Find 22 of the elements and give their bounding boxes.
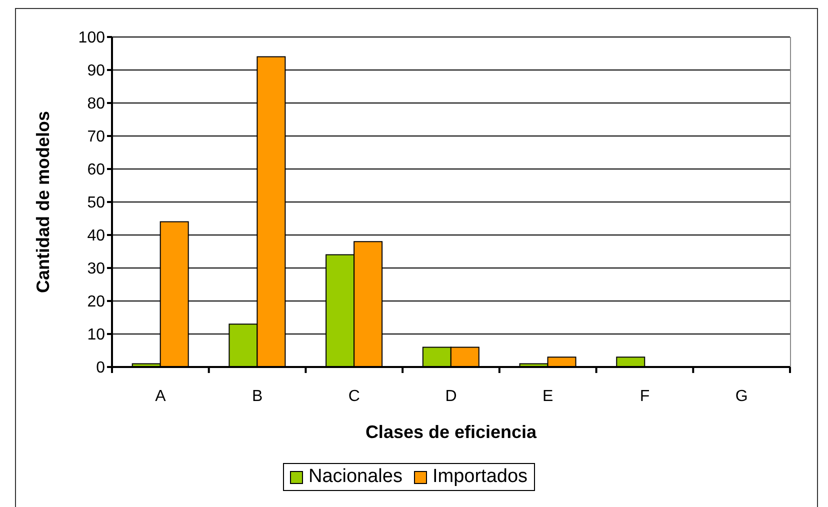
x-tick-label: D [445, 388, 457, 405]
y-tick-label: 60 [87, 162, 106, 179]
y-tick-label: 90 [87, 62, 106, 80]
legend-label: Importados [432, 466, 528, 488]
y-tick-label: 70 [87, 128, 106, 146]
y-tick-label: 20 [87, 294, 106, 311]
legend-label: Nacionales [308, 466, 402, 488]
y-tick-label: 0 [96, 360, 106, 377]
y-tick-label: 80 [87, 96, 106, 113]
y-tick-label: 10 [87, 326, 106, 344]
y-tick-label: 100 [78, 30, 106, 47]
x-axis-title: Clases de eficiencia [365, 422, 538, 442]
y-tick-label: 40 [87, 228, 106, 245]
x-tick-label: B [252, 388, 263, 405]
y-tick-label: 30 [87, 260, 106, 278]
x-tick-label: F [640, 388, 650, 405]
x-tick-label: E [542, 388, 554, 405]
x-tick-label: C [348, 388, 360, 405]
x-tick-label: A [155, 388, 166, 405]
y-tick-label: 50 [87, 194, 106, 212]
y-axis-title: Cantidad de modelos [33, 110, 53, 294]
x-tick-label: G [735, 388, 748, 405]
